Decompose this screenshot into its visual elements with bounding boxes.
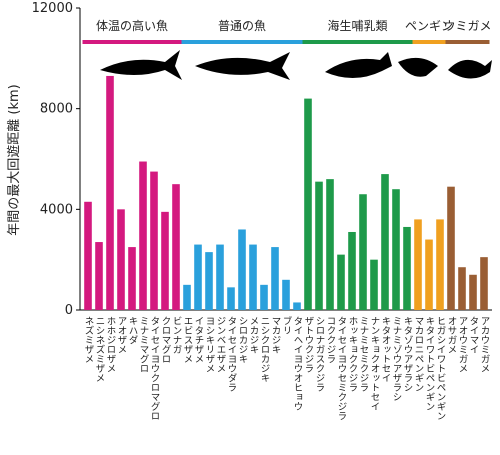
x-tick-label: ビンナガ	[171, 316, 183, 354]
x-tick-label: アオザメ	[116, 316, 128, 354]
bar	[172, 184, 180, 310]
bar	[315, 181, 323, 310]
x-tick-label: ニシネズミザメ	[94, 316, 106, 383]
y-tick-label: 0	[65, 303, 73, 318]
bar	[139, 161, 147, 310]
x-tick-label: ナンキョクオットセイ	[369, 316, 381, 411]
x-tick-label: ミナミゾウアザラシ	[391, 316, 403, 402]
bar	[359, 194, 367, 310]
bar	[150, 171, 158, 310]
bar	[469, 274, 477, 310]
bar	[227, 287, 235, 310]
x-tick-label: ブリ	[281, 315, 292, 335]
x-tick-label: アオウミガメ	[457, 316, 469, 373]
bar	[260, 284, 268, 310]
y-tick-label: 4000	[40, 202, 73, 217]
x-tick-label: ヒガシイワトビペンギン	[435, 316, 447, 421]
bar	[304, 98, 312, 310]
bar	[348, 231, 356, 310]
x-tick-label: タイセイヨウダラ	[226, 316, 238, 392]
x-tick-label: オサガメ	[446, 316, 458, 354]
bar	[205, 252, 213, 310]
turtle-icon	[448, 59, 492, 79]
x-tick-label: タイセイヨウクロマグロ	[149, 316, 161, 421]
x-tick-label: キタゾウアザラシ	[402, 316, 414, 392]
bar	[337, 254, 345, 310]
fish-icon	[195, 52, 290, 80]
bar	[436, 219, 444, 310]
bar	[381, 174, 389, 310]
x-tick-label: キタオットセイ	[380, 316, 392, 383]
x-tick-label: ネズミザメ	[83, 316, 95, 364]
bar	[128, 247, 136, 310]
bar	[403, 226, 411, 310]
bar	[370, 259, 378, 310]
bar	[117, 209, 125, 310]
bar	[95, 242, 103, 310]
bar	[326, 179, 334, 310]
x-tick-label: キタイワトビペンギン	[424, 316, 436, 411]
group-label: ウミガメ	[443, 19, 491, 33]
x-tick-label: タイヘイヨウオヒョウ	[292, 316, 304, 411]
bar	[425, 239, 433, 310]
x-tick-label: マカロニペンギン	[413, 316, 425, 392]
bar	[271, 247, 279, 310]
bar	[249, 244, 257, 310]
x-tick-label: タイセイヨウセミクジラ	[336, 316, 348, 421]
x-tick-label: シロナガスクジラ	[314, 316, 326, 392]
x-tick-label: ヨシキリザメ	[204, 316, 216, 373]
x-tick-label: ニシクロカジキ	[259, 316, 271, 383]
bar	[458, 267, 466, 310]
x-tick-label: コククジラ	[325, 316, 336, 364]
y-tick-label: 8000	[40, 102, 73, 117]
bar	[106, 75, 114, 310]
bar	[392, 189, 400, 310]
shark-icon	[100, 50, 182, 80]
x-tick-label: メカジキ	[248, 316, 259, 354]
x-tick-label: マカジキ	[270, 316, 281, 354]
x-tick-label: ホホジロザメ	[105, 316, 117, 373]
x-tick-label: ミナミセミクジラ	[358, 316, 370, 392]
x-tick-label: ミナミマグロ	[138, 316, 150, 373]
silhouettes	[100, 50, 492, 80]
bar	[480, 257, 488, 310]
bar	[238, 229, 246, 310]
group-label: 普通の魚	[218, 19, 266, 33]
bar	[84, 201, 92, 310]
x-tick-label: タイマイ	[468, 316, 480, 354]
bar	[447, 186, 455, 310]
bar	[293, 302, 301, 310]
x-tick-label: ジンベエザメ	[215, 316, 227, 373]
x-tick-label: エビスザメ	[182, 316, 194, 364]
bar	[414, 219, 422, 310]
x-tick-label: ホッキョククジラ	[347, 316, 359, 392]
bar	[282, 279, 290, 310]
y-tick-label: 12000	[32, 1, 73, 16]
y-axis-label: 年間の最大回遊距離 (km)	[7, 84, 22, 235]
x-tick-label: シロカジキ	[237, 316, 248, 364]
x-tick-label: イタチザメ	[193, 316, 205, 364]
x-tick-label: キハダ	[127, 316, 139, 345]
group-label: 体温の高い魚	[96, 18, 168, 33]
bar	[216, 244, 224, 310]
x-tick-label: クロマグロ	[160, 316, 172, 364]
group-label: 海生哺乳類	[327, 18, 387, 33]
whale-icon	[325, 52, 392, 79]
bar	[194, 244, 202, 310]
x-tick-label: アカウミガメ	[479, 316, 491, 373]
penguin-icon	[398, 57, 438, 77]
bar	[183, 284, 191, 310]
x-tick-label: ザトウクジラ	[303, 316, 315, 373]
group-label: ペンギン	[405, 19, 453, 33]
bar	[161, 211, 169, 310]
